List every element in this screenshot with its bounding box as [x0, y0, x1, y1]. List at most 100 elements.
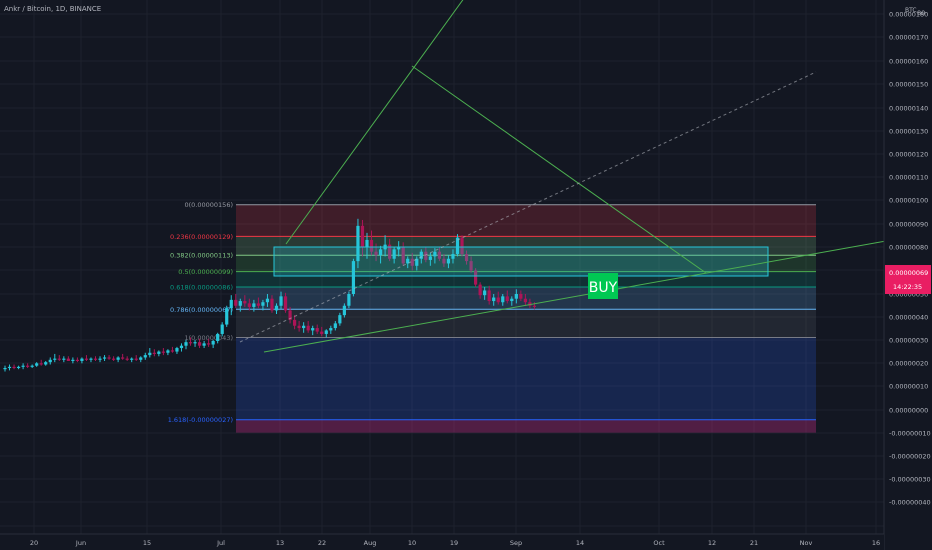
candle[interactable]	[193, 339, 197, 347]
candle[interactable]	[306, 321, 310, 333]
candle[interactable]	[279, 291, 283, 310]
candle[interactable]	[225, 305, 229, 327]
candle[interactable]	[202, 341, 206, 349]
candle[interactable]	[464, 250, 469, 265]
candle[interactable]	[107, 355, 111, 360]
candle[interactable]	[274, 303, 279, 314]
candle[interactable]	[374, 243, 378, 262]
price-axis[interactable]: 0.00000180 0.00000170 0.00000160 0.00000150…	[883, 0, 932, 550]
candle[interactable]	[130, 357, 134, 363]
candle[interactable]	[161, 348, 165, 356]
candle[interactable]	[98, 356, 102, 363]
candle[interactable]	[487, 285, 491, 305]
candle[interactable]	[410, 252, 414, 271]
candle[interactable]	[388, 238, 392, 262]
candle[interactable]	[392, 247, 396, 264]
candle[interactable]	[184, 339, 188, 350]
candle[interactable]	[302, 322, 306, 333]
candle[interactable]	[66, 356, 70, 361]
trendline-rising-steep[interactable]	[285, 0, 470, 245]
candle[interactable]	[207, 338, 211, 347]
candle[interactable]	[401, 242, 405, 266]
candle[interactable]	[360, 219, 365, 257]
projection-line[interactable]	[239, 71, 817, 343]
candle[interactable]	[247, 298, 251, 311]
candle[interactable]	[216, 332, 220, 344]
candle[interactable]	[293, 315, 297, 330]
candle[interactable]	[12, 364, 16, 370]
candle[interactable]	[329, 325, 333, 334]
candle[interactable]	[451, 249, 455, 264]
trendline-descending[interactable]	[411, 65, 707, 274]
candle[interactable]	[519, 290, 523, 302]
candle[interactable]	[57, 355, 61, 361]
fib-retracement[interactable]: 0(0.00000156) 0.236(0.00000129) 0.382(0.00…	[168, 201, 816, 433]
candle[interactable]	[297, 321, 301, 332]
candle[interactable]	[523, 294, 527, 306]
candle[interactable]	[75, 357, 79, 363]
candle[interactable]	[112, 356, 116, 361]
candle[interactable]	[338, 312, 342, 326]
candle[interactable]	[71, 357, 75, 364]
candle[interactable]	[53, 353, 57, 363]
accumulation-zone[interactable]	[273, 246, 769, 277]
candle[interactable]	[365, 232, 369, 259]
candle[interactable]	[397, 241, 401, 257]
candle[interactable]	[514, 289, 518, 304]
candle[interactable]	[102, 355, 107, 361]
candle[interactable]	[283, 292, 288, 313]
candle[interactable]	[474, 268, 478, 287]
candle[interactable]	[121, 353, 125, 360]
candle[interactable]	[16, 365, 21, 370]
candle[interactable]	[510, 296, 514, 306]
candle[interactable]	[406, 256, 410, 269]
candle[interactable]	[496, 291, 500, 305]
candle[interactable]	[437, 247, 441, 262]
candle[interactable]	[320, 326, 324, 337]
candle[interactable]	[351, 258, 356, 297]
candle[interactable]	[80, 357, 84, 364]
candle[interactable]	[166, 349, 170, 356]
candle[interactable]	[433, 248, 437, 264]
candle[interactable]	[197, 338, 202, 349]
candle[interactable]	[39, 359, 43, 366]
candle[interactable]	[21, 363, 25, 370]
candle[interactable]	[442, 254, 446, 267]
buy-annotation[interactable]: BUY	[588, 273, 618, 299]
candle[interactable]	[492, 294, 496, 306]
candle[interactable]	[134, 355, 138, 361]
candle[interactable]	[415, 256, 419, 271]
candle[interactable]	[175, 346, 179, 354]
time-axis[interactable]: 20 Jun 15 Jul 13 22 Aug 10 19 Sep 14 Oct 12 21 Nov 16	[0, 533, 884, 550]
last-price-marker[interactable]: 0.00000069 14:22:35	[885, 265, 931, 294]
candle[interactable]	[347, 291, 351, 309]
candle[interactable]	[148, 348, 152, 358]
candle[interactable]	[324, 329, 328, 338]
candle[interactable]	[460, 235, 464, 257]
candle[interactable]	[179, 343, 184, 352]
candle[interactable]	[152, 349, 156, 357]
candle[interactable]	[170, 346, 175, 353]
candle[interactable]	[311, 325, 315, 336]
candle[interactable]	[44, 360, 48, 366]
candle[interactable]	[528, 298, 532, 309]
candle[interactable]	[252, 299, 256, 312]
candle[interactable]	[446, 255, 451, 269]
candle[interactable]	[125, 356, 129, 361]
candle[interactable]	[30, 364, 34, 369]
candle[interactable]	[143, 352, 147, 360]
candle[interactable]	[89, 357, 93, 363]
candle[interactable]	[428, 252, 432, 266]
candle[interactable]	[93, 356, 98, 361]
candle[interactable]	[419, 249, 423, 264]
candle[interactable]	[157, 350, 161, 357]
candle[interactable]	[62, 356, 66, 363]
candle[interactable]	[139, 356, 143, 363]
candle[interactable]	[234, 294, 238, 309]
candle[interactable]	[243, 295, 247, 307]
candle[interactable]	[48, 357, 52, 365]
candle[interactable]	[116, 356, 120, 363]
candle[interactable]	[369, 230, 374, 256]
candle[interactable]	[3, 365, 7, 372]
